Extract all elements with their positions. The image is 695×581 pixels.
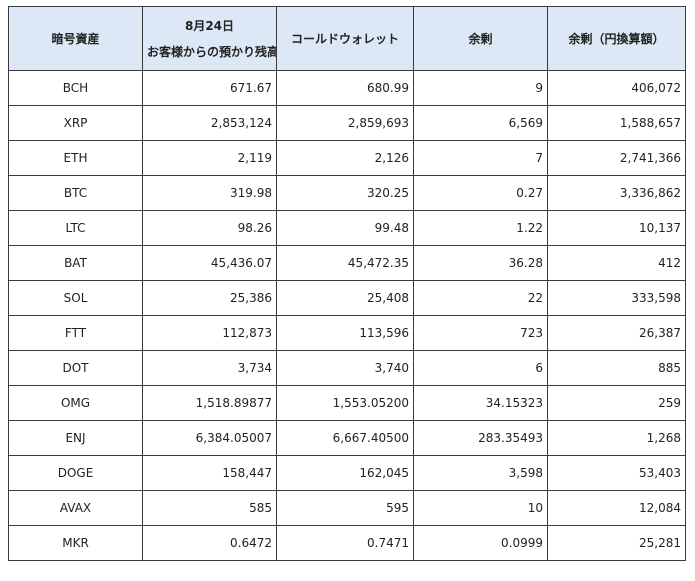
cell-surplus-jpy: 26,387 — [547, 315, 686, 351]
cell-customer-balance: 98.26 — [142, 210, 277, 246]
cell-surplus-jpy: 2,741,366 — [547, 140, 686, 176]
cell-cold-wallet: 99.48 — [276, 210, 414, 246]
cell-customer-balance: 585 — [142, 490, 277, 526]
header-asset: 暗号資産 — [8, 6, 143, 71]
table-row: SOL 25,386 25,408 22 333,598 — [8, 280, 686, 316]
cell-cold-wallet: 113,596 — [276, 315, 414, 351]
table-row: ENJ 6,384.05007 6,667.40500 283.35493 1,268 — [8, 420, 686, 456]
cell-surplus: 283.35493 — [413, 420, 548, 456]
header-surplus: 余剰 — [413, 6, 548, 71]
cell-cold-wallet: 1,553.05200 — [276, 385, 414, 421]
cell-asset: BTC — [8, 175, 143, 211]
cell-surplus-jpy: 333,598 — [547, 280, 686, 316]
cell-surplus-jpy: 412 — [547, 245, 686, 281]
table-row: AVAX 585 595 10 12,084 — [8, 490, 686, 526]
cell-surplus: 1.22 — [413, 210, 548, 246]
cell-surplus-jpy: 1,588,657 — [547, 105, 686, 141]
cell-cold-wallet: 0.7471 — [276, 525, 414, 561]
table-row: BAT 45,436.07 45,472.35 36.28 412 — [8, 245, 686, 281]
header-customer-date: 8月24日 — [184, 19, 235, 33]
table-row: BCH 671.67 680.99 9 406,072 — [8, 70, 686, 106]
cell-asset: SOL — [8, 280, 143, 316]
cell-surplus: 6,569 — [413, 105, 548, 141]
cell-asset: OMG — [8, 385, 143, 421]
cell-surplus: 34.15323 — [413, 385, 548, 421]
cell-customer-balance: 0.6472 — [142, 525, 277, 561]
header-row: 暗号資産 8月24日 お客様からの預かり残高 コールドウォレット 余剰 余剰（円… — [8, 6, 686, 71]
cell-surplus-jpy: 259 — [547, 385, 686, 421]
cell-asset: BCH — [8, 70, 143, 106]
table-row: BTC 319.98 320.25 0.27 3,336,862 — [8, 175, 686, 211]
cell-surplus: 36.28 — [413, 245, 548, 281]
cell-surplus: 6 — [413, 350, 548, 386]
table-row: DOT 3,734 3,740 6 885 — [8, 350, 686, 386]
cell-asset: ENJ — [8, 420, 143, 456]
cell-customer-balance: 112,873 — [142, 315, 277, 351]
cell-surplus-jpy: 3,336,862 — [547, 175, 686, 211]
table-header: 暗号資産 8月24日 お客様からの預かり残高 コールドウォレット 余剰 余剰（円… — [8, 6, 686, 71]
cell-customer-balance: 2,853,124 — [142, 105, 277, 141]
header-cold-wallet: コールドウォレット — [276, 6, 414, 71]
table-row: ETH 2,119 2,126 7 2,741,366 — [8, 140, 686, 176]
cell-asset: MKR — [8, 525, 143, 561]
cell-cold-wallet: 162,045 — [276, 455, 414, 491]
table-row: LTC 98.26 99.48 1.22 10,137 — [8, 210, 686, 246]
cell-asset: AVAX — [8, 490, 143, 526]
reserve-table: 暗号資産 8月24日 お客様からの預かり残高 コールドウォレット 余剰 余剰（円… — [8, 6, 686, 561]
table-row: OMG 1,518.89877 1,553.05200 34.15323 259 — [8, 385, 686, 421]
cell-cold-wallet: 45,472.35 — [276, 245, 414, 281]
header-customer-label: お客様からの預かり残高 — [147, 45, 277, 59]
cell-surplus: 22 — [413, 280, 548, 316]
cell-asset: XRP — [8, 105, 143, 141]
cell-surplus-jpy: 53,403 — [547, 455, 686, 491]
table-row: MKR 0.6472 0.7471 0.0999 25,281 — [8, 525, 686, 561]
cell-surplus: 9 — [413, 70, 548, 106]
cell-customer-balance: 1,518.89877 — [142, 385, 277, 421]
cell-surplus-jpy: 10,137 — [547, 210, 686, 246]
cell-asset: BAT — [8, 245, 143, 281]
cell-surplus: 0.0999 — [413, 525, 548, 561]
cell-surplus: 10 — [413, 490, 548, 526]
cell-asset: DOT — [8, 350, 143, 386]
cell-customer-balance: 2,119 — [142, 140, 277, 176]
cell-surplus-jpy: 1,268 — [547, 420, 686, 456]
cell-cold-wallet: 2,859,693 — [276, 105, 414, 141]
cell-cold-wallet: 320.25 — [276, 175, 414, 211]
cell-customer-balance: 3,734 — [142, 350, 277, 386]
table-row: FTT 112,873 113,596 723 26,387 — [8, 315, 686, 351]
cell-surplus: 0.27 — [413, 175, 548, 211]
cell-surplus: 3,598 — [413, 455, 548, 491]
cell-cold-wallet: 25,408 — [276, 280, 414, 316]
cell-customer-balance: 671.67 — [142, 70, 277, 106]
cell-surplus-jpy: 12,084 — [547, 490, 686, 526]
header-surplus-jpy: 余剰（円換算額） — [547, 6, 686, 71]
cell-customer-balance: 45,436.07 — [142, 245, 277, 281]
cell-asset: ETH — [8, 140, 143, 176]
cell-asset: LTC — [8, 210, 143, 246]
cell-cold-wallet: 595 — [276, 490, 414, 526]
cell-cold-wallet: 3,740 — [276, 350, 414, 386]
cell-asset: FTT — [8, 315, 143, 351]
cell-asset: DOGE — [8, 455, 143, 491]
header-customer-balance: 8月24日 お客様からの預かり残高 — [142, 6, 277, 71]
cell-surplus-jpy: 25,281 — [547, 525, 686, 561]
cell-cold-wallet: 2,126 — [276, 140, 414, 176]
cell-surplus-jpy: 406,072 — [547, 70, 686, 106]
cell-cold-wallet: 680.99 — [276, 70, 414, 106]
table-row: DOGE 158,447 162,045 3,598 53,403 — [8, 455, 686, 491]
cell-customer-balance: 25,386 — [142, 280, 277, 316]
cell-surplus-jpy: 885 — [547, 350, 686, 386]
table-body: BCH 671.67 680.99 9 406,072 XRP 2,853,124 2,859… — [8, 70, 686, 561]
cell-surplus: 723 — [413, 315, 548, 351]
cell-cold-wallet: 6,667.40500 — [276, 420, 414, 456]
cell-surplus: 7 — [413, 140, 548, 176]
table-row: XRP 2,853,124 2,859,693 6,569 1,588,657 — [8, 105, 686, 141]
cell-customer-balance: 158,447 — [142, 455, 277, 491]
cell-customer-balance: 319.98 — [142, 175, 277, 211]
cell-customer-balance: 6,384.05007 — [142, 420, 277, 456]
